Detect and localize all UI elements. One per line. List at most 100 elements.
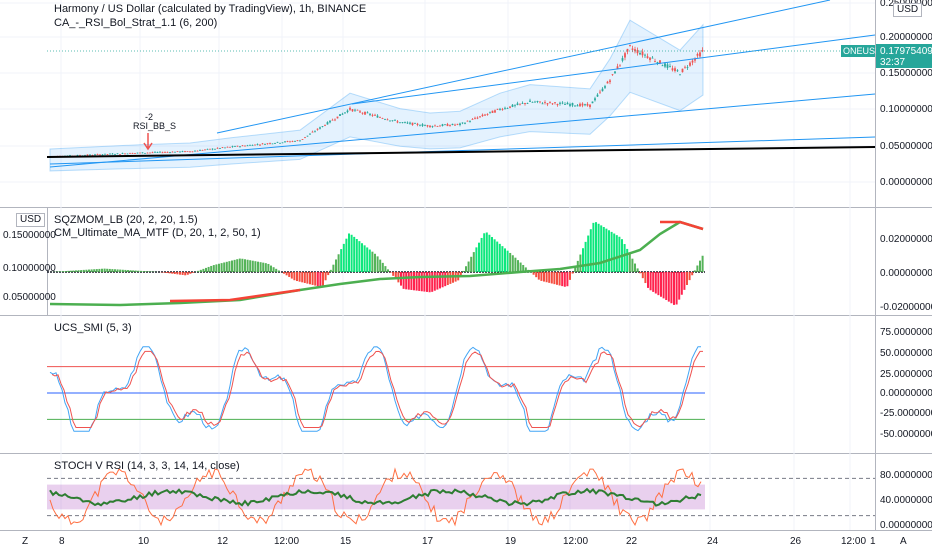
momentum-bar [572,272,574,274]
momentum-bar [312,272,314,285]
candle-body [614,71,616,73]
candle-body [117,153,119,154]
momentum-bar [67,271,69,272]
candle-body [234,146,236,147]
momentum-bar [421,272,423,291]
candle-body [384,119,386,120]
time-label: 12:00 [563,536,588,547]
momentum-bar [686,272,688,285]
candle-body [209,149,211,150]
candle-body [674,68,676,71]
candle-body [162,152,164,153]
momentum-bar [182,272,184,275]
candle-body [204,149,206,150]
candle-body [434,126,436,127]
momentum-bar [218,264,220,272]
candle-body [357,110,359,111]
candle-body [217,148,219,149]
momentum-bar [96,269,98,272]
momentum-bar [668,272,670,302]
candle-body [417,124,419,125]
candle-body [599,92,601,93]
momentum-bar [65,271,67,272]
price-tick: 0.10000000 [880,104,932,115]
time-label: 1 [870,536,876,547]
candle-body [227,147,229,148]
momentum-bar [689,272,691,280]
momentum-bar [512,255,514,272]
momentum-bar [189,272,191,274]
momentum-bar [631,259,633,272]
candle-body [354,110,356,111]
momentum-bar [88,270,90,272]
momentum-bar [247,260,249,272]
momentum-bar [494,239,496,272]
auto-scale-button[interactable]: A [900,536,907,547]
candle-body [642,52,644,56]
momentum-bar [353,237,355,272]
candle-body [632,49,634,50]
sqz-currency-label[interactable]: USD [16,213,45,227]
candle-body [429,126,431,127]
candle-body [609,80,611,82]
candle-body [294,141,296,142]
sqz-left-tick: 0.15000000 [3,230,56,241]
candle-body [387,119,389,120]
candle-body [389,121,391,122]
candle-body [347,111,349,113]
momentum-bar [647,272,649,288]
momentum-bar [470,257,472,272]
candle-body [637,50,639,53]
momentum-bar [364,245,366,272]
momentum-bar [223,262,225,272]
candle-body [544,102,546,103]
candle-body [249,145,251,146]
momentum-bar [408,272,410,290]
candle-body [484,115,486,116]
momentum-bar [293,272,295,280]
candle-body [192,151,194,152]
momentum-bar [327,272,329,275]
chart-title[interactable]: Harmony / US Dollar (calculated by Tradi… [54,2,366,16]
momentum-bar [254,261,256,272]
momentum-bar [371,252,373,272]
momentum-bar [413,272,415,290]
momentum-bar [260,262,262,272]
momentum-bar [546,272,548,282]
candle-body [439,126,441,127]
momentum-bar [673,272,675,305]
candle-body [252,145,254,146]
candle-body [337,117,339,119]
indicator-legend[interactable]: CA_-_RSI_Bol_Strat_1.1 (6, 200) [54,16,217,30]
candle-body [142,152,144,153]
sqz-legend[interactable]: SQZMOM_LB (20, 2, 20, 1.5) [54,213,198,227]
candle-body [527,103,529,104]
currency-label[interactable]: USD [893,3,922,17]
candle-body [174,152,176,153]
candle-body [362,113,364,114]
candle-body [407,123,409,124]
momentum-bar [267,264,269,272]
candle-body [559,103,561,104]
momentum-bar [442,272,444,287]
momentum-bar [499,244,501,272]
candle-body [537,101,539,102]
momentum-bar [132,270,134,272]
candle-body [239,146,241,147]
price-tick: 0.20000000 [880,32,932,43]
momentum-bar [535,272,537,277]
cm-legend[interactable]: CM_Ultimate_MA_MTF (D, 20, 1, 2, 50, 1) [54,226,261,240]
smi-legend[interactable]: UCS_SMI (5, 3) [54,321,132,335]
candle-body [639,53,641,54]
candle-body [449,125,451,126]
sqz-right-tick: -0.02000000 [880,302,932,313]
stoch-legend[interactable]: STOCH V RSI (14, 3, 3, 14, 14, close) [54,459,240,473]
price-tick: 0.05000000 [880,141,932,152]
candle-body [107,154,109,155]
candle-body [422,124,424,126]
momentum-bar [148,271,150,272]
momentum-bar [683,272,685,290]
candle-body [364,112,366,115]
momentum-bar [301,272,303,282]
zoom-button[interactable]: Z [22,536,28,547]
